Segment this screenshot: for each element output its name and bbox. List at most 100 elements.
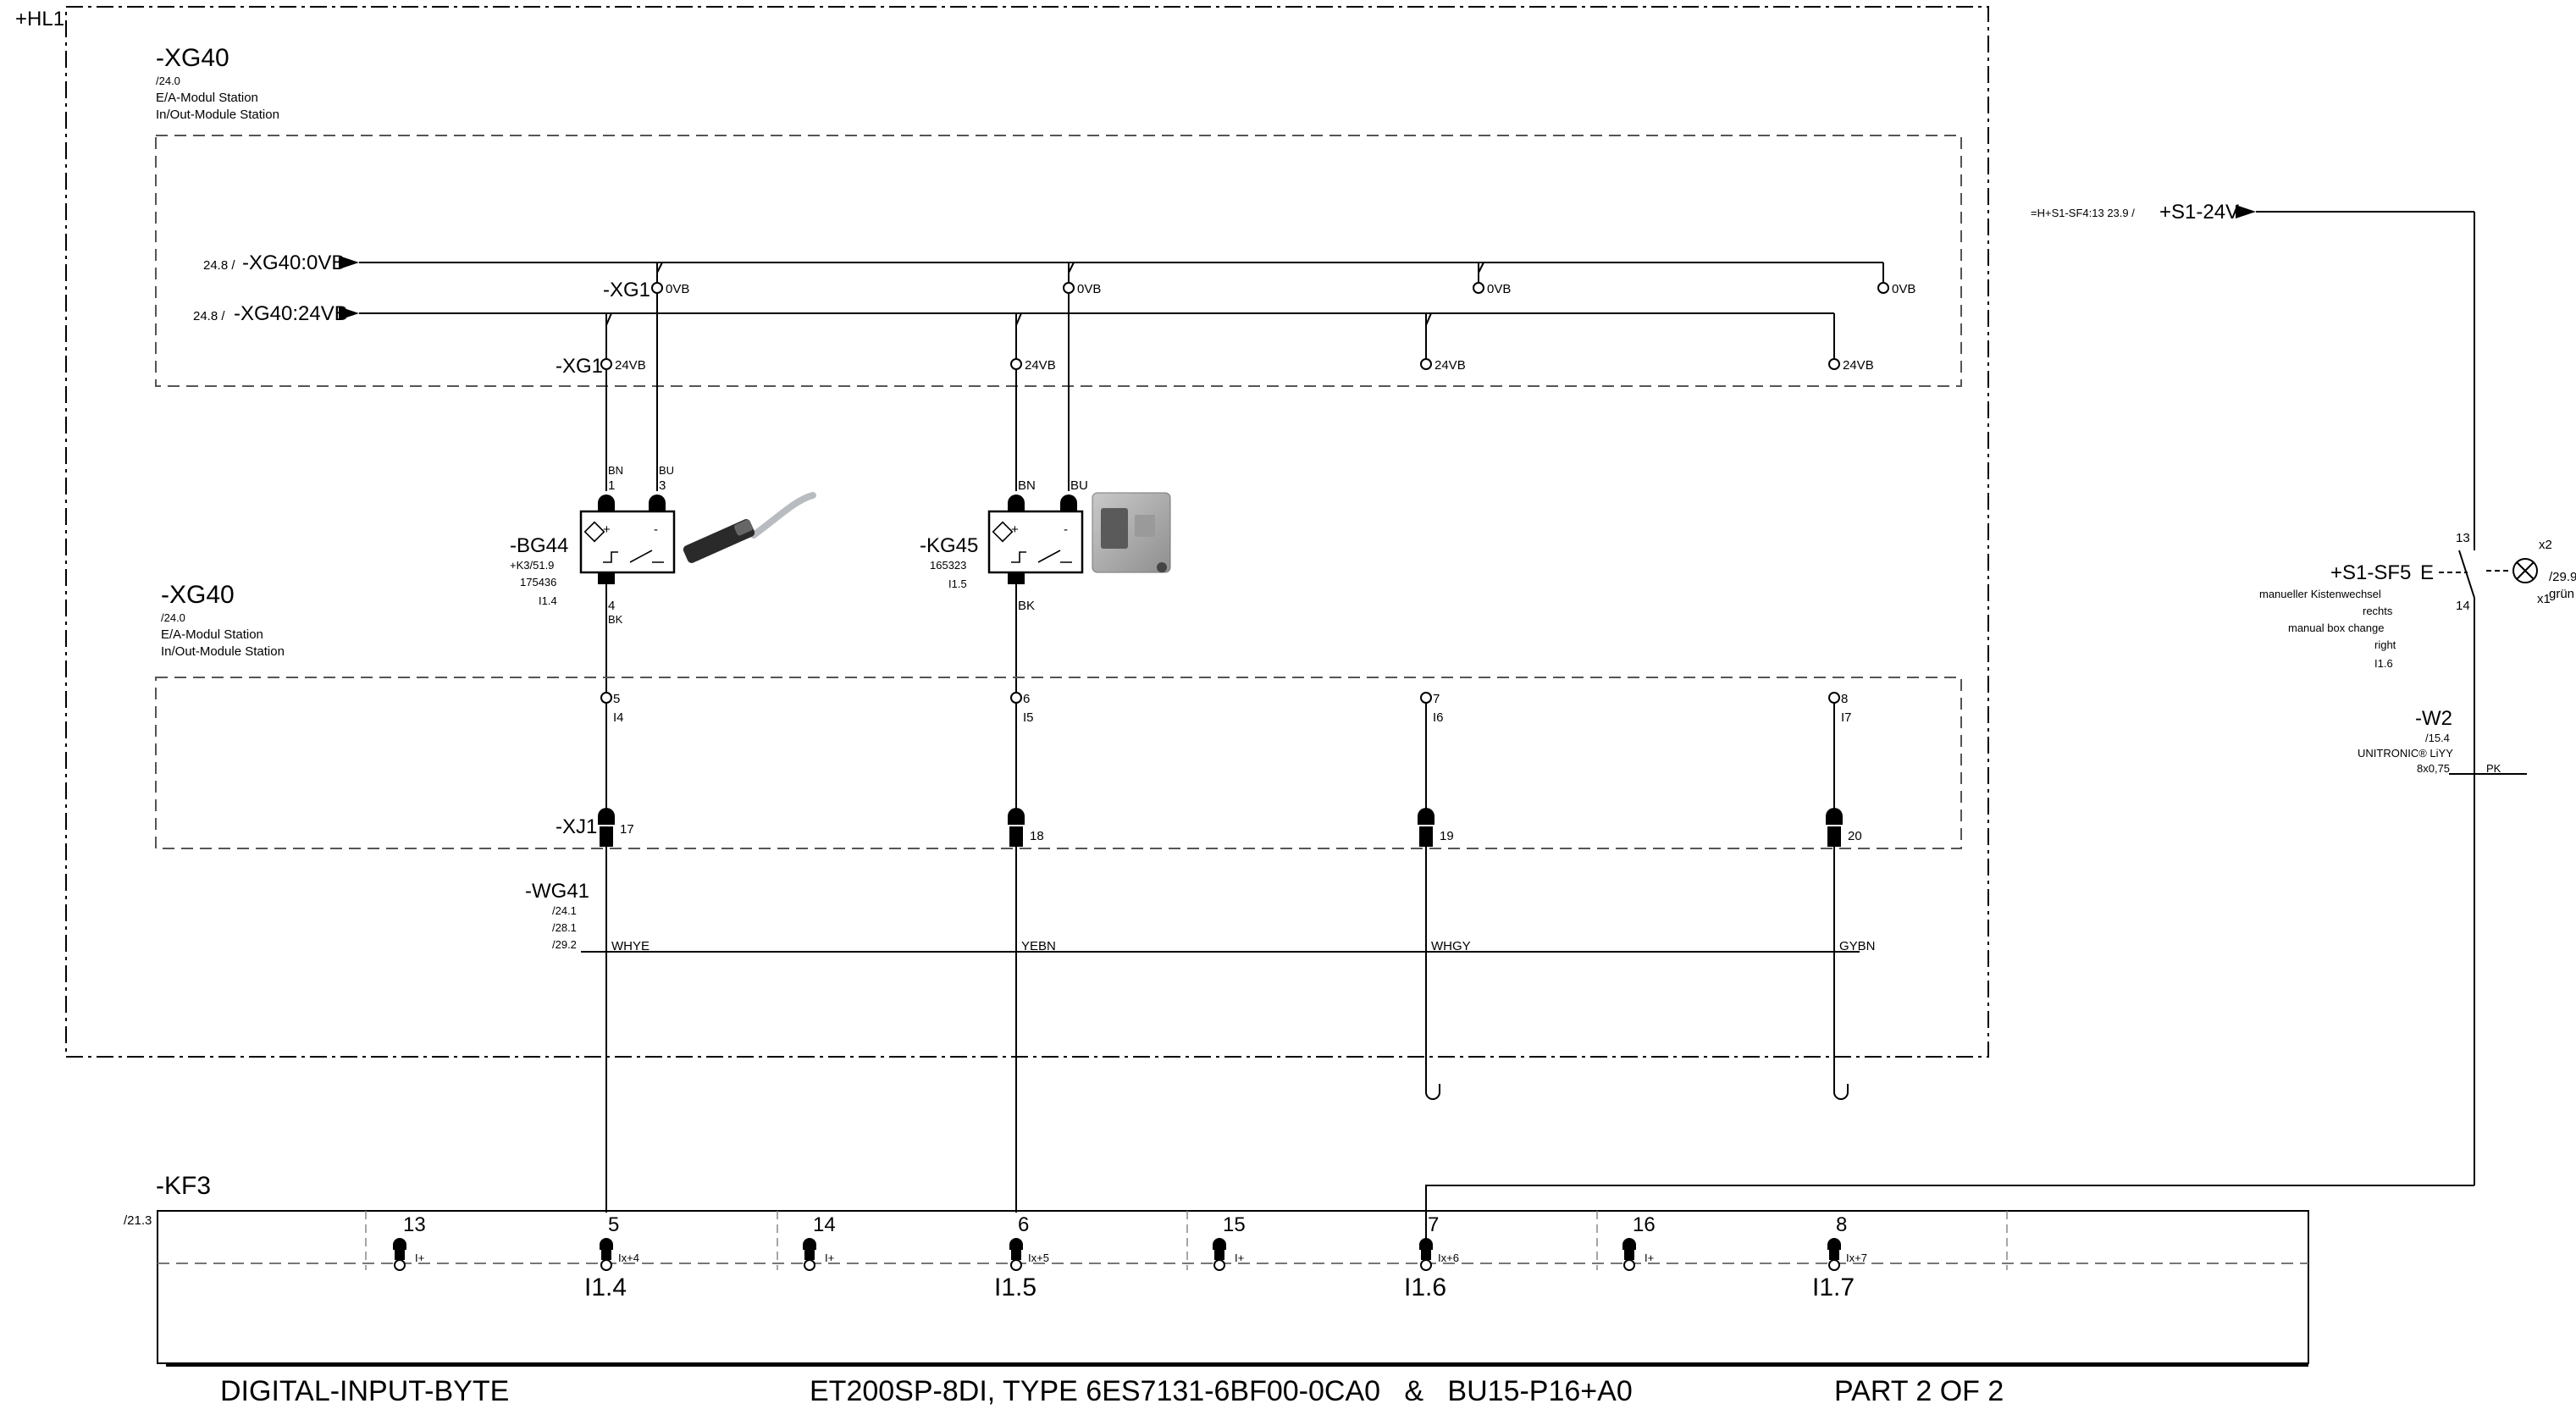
svg-text:I1.6: I1.6 xyxy=(2374,657,2393,670)
title-block-center: ET200SP-8DI, TYPE 6ES7131-6BF00-0CA0 & B… xyxy=(810,1375,1633,1407)
xg1-label-top: -XG1 xyxy=(603,279,650,301)
svg-text:/24.1: /24.1 xyxy=(552,904,577,917)
svg-text:/24.0: /24.0 xyxy=(161,611,185,624)
kf3-pin-15: 15 I+ xyxy=(1213,1213,1246,1271)
svg-text:BK: BK xyxy=(608,613,623,626)
svg-text:19: 19 xyxy=(1440,829,1454,843)
svg-text:24.8 /: 24.8 / xyxy=(203,258,235,273)
svg-text:/15.4: /15.4 xyxy=(2425,732,2450,744)
svg-text:4: 4 xyxy=(608,599,615,613)
svg-text:-: - xyxy=(654,522,658,537)
svg-text:+K3/51.9: +K3/51.9 xyxy=(510,559,554,572)
wire-return-s1 xyxy=(1425,1185,2474,1243)
svg-text:In/Out-Module Station: In/Out-Module Station xyxy=(156,108,279,122)
cable-w2: -W2 /15.4 UNITRONIC® LiYY 8x0,75 PK xyxy=(2358,707,2527,775)
svg-text:0VB: 0VB xyxy=(1077,282,1101,296)
svg-text:-KG45: -KG45 xyxy=(920,534,978,557)
svg-text:E/A-Modul Station: E/A-Modul Station xyxy=(156,91,258,105)
svg-text:175436: 175436 xyxy=(520,576,556,588)
module-top-box xyxy=(155,135,1962,387)
installation-frame xyxy=(65,6,1989,1058)
svg-text:E: E xyxy=(2420,561,2434,584)
svg-text:-BG44: -BG44 xyxy=(510,534,568,557)
svg-text:Ix+6: Ix+6 xyxy=(1438,1252,1459,1264)
svg-text:BU: BU xyxy=(659,464,674,477)
tap-0vb-4: 0VB xyxy=(1877,262,1915,296)
svg-text:Ix+4: Ix+4 xyxy=(618,1252,639,1264)
svg-text:In/Out-Module Station: In/Out-Module Station xyxy=(161,644,285,659)
svg-text:3: 3 xyxy=(659,478,666,493)
svg-text:BK: BK xyxy=(1018,599,1035,613)
svg-text:+S1-24V: +S1-24V xyxy=(2159,201,2239,224)
svg-text:UNITRONIC® LiYY: UNITRONIC® LiYY xyxy=(2358,747,2453,760)
svg-text:BU: BU xyxy=(1070,478,1088,493)
svg-text:7: 7 xyxy=(1433,692,1440,706)
input-channel-2: 6 I5 18 xyxy=(1008,692,1044,1213)
switch-s1-sf5: +S1-SF5 manueller Kistenwechsel rechts m… xyxy=(2259,531,2576,1185)
tap-0vb-3: 0VB xyxy=(1473,262,1511,296)
svg-text:8: 8 xyxy=(1836,1213,1847,1236)
svg-text:17: 17 xyxy=(620,822,634,837)
bus-0vb: 24.8 / -XG40:0VB xyxy=(203,251,1883,274)
svg-text:I1.5: I1.5 xyxy=(948,577,967,590)
svg-text:8: 8 xyxy=(1841,692,1848,706)
svg-text:YEBN: YEBN xyxy=(1021,939,1056,953)
input-channel-1: 5 I4 17 xyxy=(598,692,634,1213)
svg-text:15: 15 xyxy=(1223,1213,1246,1236)
sensor-kg45: BN BU + - BK xyxy=(987,478,1088,693)
input-channel-3: 7 I6 19 xyxy=(1418,692,1454,1100)
svg-text:BN: BN xyxy=(1018,478,1036,493)
title-block-right: PART 2 OF 2 xyxy=(1834,1375,2004,1407)
svg-text:Ix+7: Ix+7 xyxy=(1846,1252,1867,1264)
svg-text:I+: I+ xyxy=(1235,1252,1244,1264)
svg-text:-W2: -W2 xyxy=(2415,707,2452,730)
kf3-pin-7: 7 Ix+6 I1.6 xyxy=(1404,1213,1459,1301)
svg-text:13: 13 xyxy=(2456,531,2470,545)
svg-text:manueller Kistenwechsel: manueller Kistenwechsel xyxy=(2259,588,2381,600)
svg-text:manual box change: manual box change xyxy=(2288,622,2384,634)
svg-text:-XG40:24VB: -XG40:24VB xyxy=(234,302,348,325)
kf3-pin-5: 5 Ix+4 I1.4 xyxy=(584,1213,639,1301)
svg-text:0VB: 0VB xyxy=(1892,282,1915,296)
svg-text:I+: I+ xyxy=(1645,1252,1654,1264)
svg-text:24VB: 24VB xyxy=(1434,358,1466,373)
svg-text:x2: x2 xyxy=(2539,538,2552,552)
xg1-label-bottom: -XG1 xyxy=(556,355,603,378)
svg-text:24VB: 24VB xyxy=(1843,358,1874,373)
svg-text:-XG40: -XG40 xyxy=(156,44,229,72)
kf3-pin-13: 13 I+ xyxy=(393,1213,426,1271)
bus-24vb: 24.8 / -XG40:24VB xyxy=(193,302,1834,325)
svg-text:6: 6 xyxy=(1023,692,1030,706)
svg-text:+: + xyxy=(1011,522,1019,537)
tap-24vb-2: 24VB xyxy=(1010,312,1056,491)
svg-text:6: 6 xyxy=(1018,1213,1029,1236)
sensor-kg45-photo xyxy=(1092,492,1171,573)
svg-text:1: 1 xyxy=(608,478,615,493)
svg-text:24VB: 24VB xyxy=(615,358,646,373)
svg-text:14: 14 xyxy=(813,1213,836,1236)
svg-text:5: 5 xyxy=(613,692,620,706)
svg-text:I1.7: I1.7 xyxy=(1812,1274,1855,1301)
svg-text:24VB: 24VB xyxy=(1025,358,1056,373)
svg-text:PK: PK xyxy=(2486,762,2501,775)
module-mid-label: -XG40 /24.0 E/A-Modul Station In/Out-Mod… xyxy=(161,581,285,659)
svg-text:20: 20 xyxy=(1848,829,1862,843)
svg-text:I7: I7 xyxy=(1841,710,1852,725)
supply-s1-24v: =H+S1-SF4:13 23.9 / +S1-24V xyxy=(2031,201,2475,550)
svg-text:I6: I6 xyxy=(1433,710,1444,725)
module-top-label: -XG40 /24.0 E/A-Modul Station In/Out-Mod… xyxy=(156,44,279,122)
tap-24vb-3: 24VB xyxy=(1420,312,1466,373)
sensor-bg44-label: -BG44 +K3/51.9 175436 I1.4 xyxy=(510,534,568,607)
svg-text:18: 18 xyxy=(1030,829,1044,843)
svg-text:I1.4: I1.4 xyxy=(584,1274,627,1301)
svg-text:0VB: 0VB xyxy=(666,282,689,296)
tap-0vb-2: 0VB xyxy=(1063,262,1101,491)
svg-text:x1: x1 xyxy=(2537,592,2551,606)
svg-text:GYBN: GYBN xyxy=(1839,939,1876,953)
tap-24vb-4: 24VB xyxy=(1828,313,1874,373)
svg-text:Ix+5: Ix+5 xyxy=(1028,1252,1049,1264)
input-channel-4: 8 I7 20 xyxy=(1826,692,1862,1100)
kf3-pin-6: 6 Ix+5 I1.5 xyxy=(994,1213,1049,1301)
svg-text:WHYE: WHYE xyxy=(611,939,650,953)
